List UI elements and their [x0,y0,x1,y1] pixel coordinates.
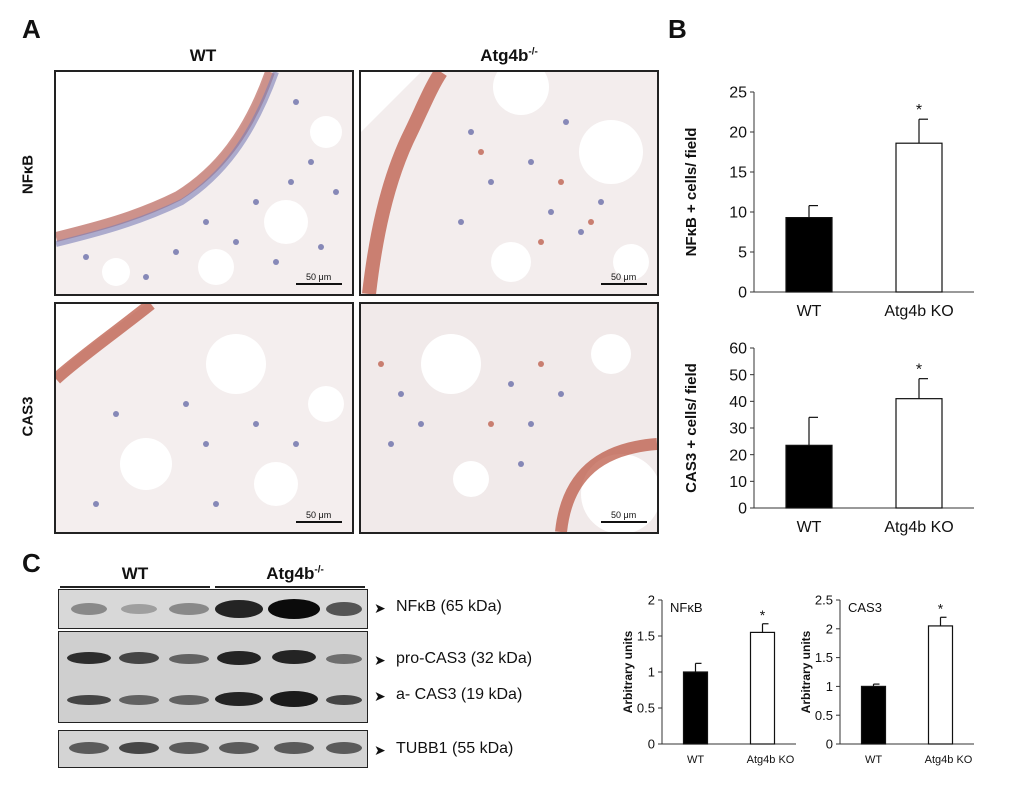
x-category-label: WT [687,754,704,766]
column-header-atg4b: Atg4b-/- [480,46,538,65]
y-axis-label: Arbitrary units [799,630,813,713]
blot-group-atg4b: Atg4b-/- [266,564,324,583]
tissue-image: 50 μm [56,304,352,532]
blot-cas3 [58,631,368,723]
band-label-tubb1: TUBB1 (55 kDa) [396,740,514,757]
column-header-wt: WT [189,46,217,65]
y-tick-label: 25 [729,85,747,102]
bar [785,444,833,509]
y-tick-label: 20 [729,125,747,142]
y-tick-label: 0 [826,737,833,752]
bar [927,625,954,745]
band-label-a-cas3: a- CAS3 (19 kDa) [396,686,523,703]
y-tick-label: 15 [729,165,747,182]
y-axis-label: CAS3 + cells/ field [683,363,700,493]
blot-bands [71,599,362,619]
svg-text:50 μm: 50 μm [611,510,636,520]
significance-star: * [760,607,766,623]
panel-letter-b: B [668,14,687,44]
y-tick-label: 0 [738,501,747,518]
y-tick-label: 5 [738,245,747,262]
cas3-cells-chart: 0 10 20 30 40 50 60 WT * Atg4b KO CAS3 + cells/ fi… [683,341,974,536]
y-tick-label: 1.5 [637,629,655,644]
x-category-label: Atg4b KO [925,754,973,766]
x-category-label: WT [797,519,822,536]
micrograph-atg4b-cas3: 50 μm [359,302,659,534]
y-tick-label: 1.5 [815,650,833,665]
svg-text:50 μm: 50 μm [306,510,331,520]
band-arrow-icon: ➤ [374,600,386,616]
cas3-blot-chart: 0 0.5 1 1.5 2 2.5 WT * Atg4b KO Arbitrary units CA… [799,593,974,766]
y-tick-label: 60 [729,341,747,358]
band-label-nfkb: NFκB (65 kDa) [396,598,502,615]
x-category-label: Atg4b KO [884,303,953,320]
y-axis-label: Arbitrary units [621,630,635,713]
blot-group-wt-line [60,586,210,588]
blot-nfkb [58,589,368,629]
y-tick-label: 40 [729,394,747,411]
band-arrow-icon: ➤ [374,652,386,668]
panel-letter-a: A [22,14,41,44]
y-tick-label: 10 [729,205,747,222]
blot-group-wt: WT [121,564,149,583]
significance-star: * [938,600,944,616]
nfkb-blot-chart: 0 0.5 1 1.5 2 WT * Atg4b KO Arbitrary units NFκB [621,593,796,766]
svg-text:50 μm: 50 μm [306,272,331,282]
y-tick-label: 0.5 [637,701,655,716]
band-arrow-icon: ➤ [374,742,386,758]
bar [895,142,943,293]
micrograph-wt-cas3: 50 μm [54,302,354,534]
band-arrow-icon: ➤ [374,688,386,704]
x-category-label: Atg4b KO [884,519,953,536]
panel-letter-c: C [22,548,41,578]
tissue-image: 50 μm [361,304,657,532]
blot-group-atg4b-line [215,586,365,588]
y-tick-label: 1 [648,665,655,680]
nfkb-cells-chart: 0 5 10 15 20 25 WT * Atg4b KO NFκB + cells/ field [683,85,974,320]
tissue-image: 50 μm [361,72,657,294]
blot-bands [67,650,362,707]
bar [785,217,833,293]
bar [682,671,709,745]
y-tick-label: 0.5 [815,708,833,723]
x-category-label: Atg4b KO [747,754,795,766]
y-axis-label: NFκB + cells/ field [683,128,700,257]
y-tick-label: 2 [826,621,833,636]
y-tick-label: 10 [729,474,747,491]
row-header-cas3: CAS3 [19,396,37,437]
x-category-label: WT [797,303,822,320]
blot-tubb1 [58,730,368,768]
row-header-nfkb: NFκB [19,154,37,195]
bar [895,398,943,509]
y-tick-label: 50 [729,367,747,384]
y-tick-label: 2.5 [815,593,833,608]
significance-star: * [916,102,922,119]
blot-bands [69,742,362,754]
y-tick-label: 0 [648,737,655,752]
y-tick-label: 0 [738,285,747,302]
y-tick-label: 20 [729,447,747,464]
y-tick-label: 30 [729,421,747,438]
x-category-label: WT [865,754,882,766]
chart-title: NFκB [670,600,703,615]
significance-star: * [916,362,922,379]
band-label-pro-cas3: pro-CAS3 (32 kDa) [396,650,533,667]
micrograph-wt-nfkb: 50 μm [54,70,354,296]
svg-text:50 μm: 50 μm [611,272,636,282]
y-tick-label: 2 [648,593,655,608]
bar [860,685,887,745]
micrograph-atg4b-nfkb: 50 μm [359,70,659,296]
chart-title: CAS3 [848,600,882,615]
tissue-image: 50 μm [56,72,352,294]
bar [749,631,776,745]
y-tick-label: 1 [826,679,833,694]
